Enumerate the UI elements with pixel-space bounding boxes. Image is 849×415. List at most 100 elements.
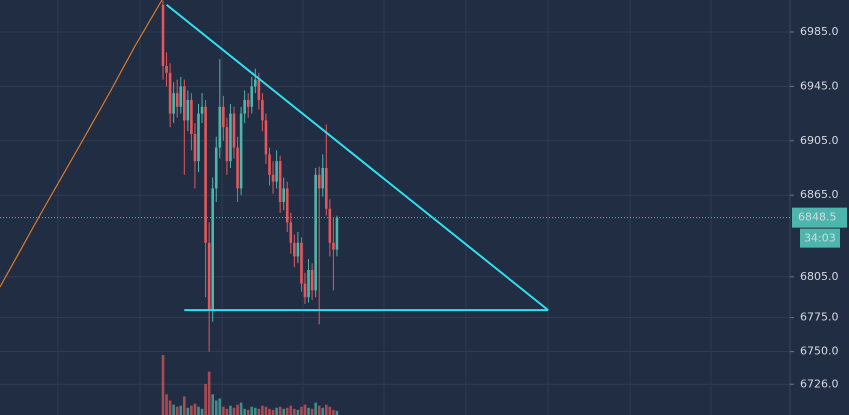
candle-body [229, 113, 232, 162]
candle-body [303, 283, 307, 298]
y-tick-label: 6805.0 [800, 270, 839, 283]
candle-body [232, 113, 236, 148]
candle-body [175, 93, 179, 107]
candle-body [225, 127, 229, 162]
volume-bar [285, 407, 289, 415]
last-price-box [792, 207, 847, 228]
volume-bar [172, 404, 175, 415]
volume-bar [261, 405, 264, 415]
volume-bar [300, 406, 303, 415]
y-tick-label: 6985.0 [800, 25, 839, 38]
volume-bar [243, 408, 246, 415]
candle-body [254, 79, 257, 87]
candle-body [250, 86, 254, 107]
candle-body [335, 217, 339, 250]
volume-bar [190, 405, 193, 415]
grid [0, 0, 790, 415]
volume-bar [179, 405, 183, 415]
volume-bar [175, 406, 179, 415]
volume-bar [211, 394, 214, 415]
candle-body [278, 161, 282, 202]
candle-body [193, 133, 197, 162]
candle-body [289, 222, 293, 243]
candle-body [307, 270, 310, 298]
candle-body [264, 120, 268, 155]
volume-bar [321, 407, 325, 415]
candle-body [317, 174, 321, 189]
volume-bar [200, 408, 204, 415]
y-tick-label: 6865.0 [800, 188, 839, 201]
candle-body [172, 93, 175, 114]
volume-bar [275, 407, 278, 415]
volume-bar [193, 403, 197, 415]
volume-bar [229, 405, 232, 415]
y-tick-label: 6750.0 [800, 345, 839, 358]
volume-bar [165, 394, 168, 415]
candle-body [321, 167, 325, 189]
candle-body [332, 242, 335, 250]
volume-bar [161, 355, 165, 415]
candle-body [310, 270, 314, 291]
candle-body [282, 188, 285, 202]
candle-body [243, 99, 246, 114]
candle-body [246, 99, 250, 107]
candle-body [328, 208, 332, 243]
candle-body [325, 167, 328, 209]
volume-bar [282, 408, 285, 415]
candle-body [293, 242, 296, 257]
volume-bar [257, 408, 261, 415]
volume-bar [335, 410, 339, 415]
candle-body [239, 113, 243, 189]
candle-body [186, 99, 190, 121]
volume-bar [250, 406, 254, 415]
volume-bar [186, 407, 190, 415]
candle-body [261, 99, 264, 121]
volume-bar [168, 400, 172, 415]
candle-body [200, 106, 204, 114]
moving-average [0, 0, 163, 288]
candle-body [211, 188, 214, 311]
volume-bar [296, 409, 300, 415]
candle-body [190, 99, 193, 134]
candle-body [257, 79, 261, 100]
countdown: 34:03 [804, 232, 836, 245]
volume-bar [328, 406, 332, 415]
volume-bar [278, 406, 282, 415]
volume-bar [293, 408, 296, 415]
volume-bar [332, 409, 335, 415]
volume-bar [183, 396, 186, 415]
volume-bar [239, 402, 243, 415]
candle-body [179, 86, 183, 107]
volume-bar [225, 408, 229, 415]
candle-body [314, 174, 317, 291]
trend-line [165, 3, 549, 311]
candle-body [214, 147, 218, 189]
candle-body [271, 174, 275, 182]
volume-bar [232, 407, 236, 415]
volume-bar [268, 408, 271, 415]
volume-bar [314, 402, 317, 415]
candle-body [207, 242, 211, 311]
candle-body [222, 106, 225, 128]
volume-bar [197, 406, 200, 415]
y-tick-label: 6945.0 [800, 79, 839, 92]
candle-body [218, 106, 222, 148]
candle-body [204, 106, 207, 243]
y-tick-label: 6905.0 [800, 134, 839, 147]
volume-bar [303, 404, 307, 415]
candle-body [197, 113, 200, 162]
volume-bar [207, 371, 211, 415]
volume-bar [307, 407, 310, 415]
candle-body [168, 72, 172, 114]
candle-body [275, 161, 278, 182]
volume-bar [325, 404, 328, 415]
candle-body [268, 154, 271, 175]
volume-bar [289, 405, 293, 415]
volume-bar [246, 409, 250, 415]
candle-body [183, 86, 186, 121]
y-tick-label: 6775.0 [800, 311, 839, 324]
volume-bar [214, 400, 218, 415]
